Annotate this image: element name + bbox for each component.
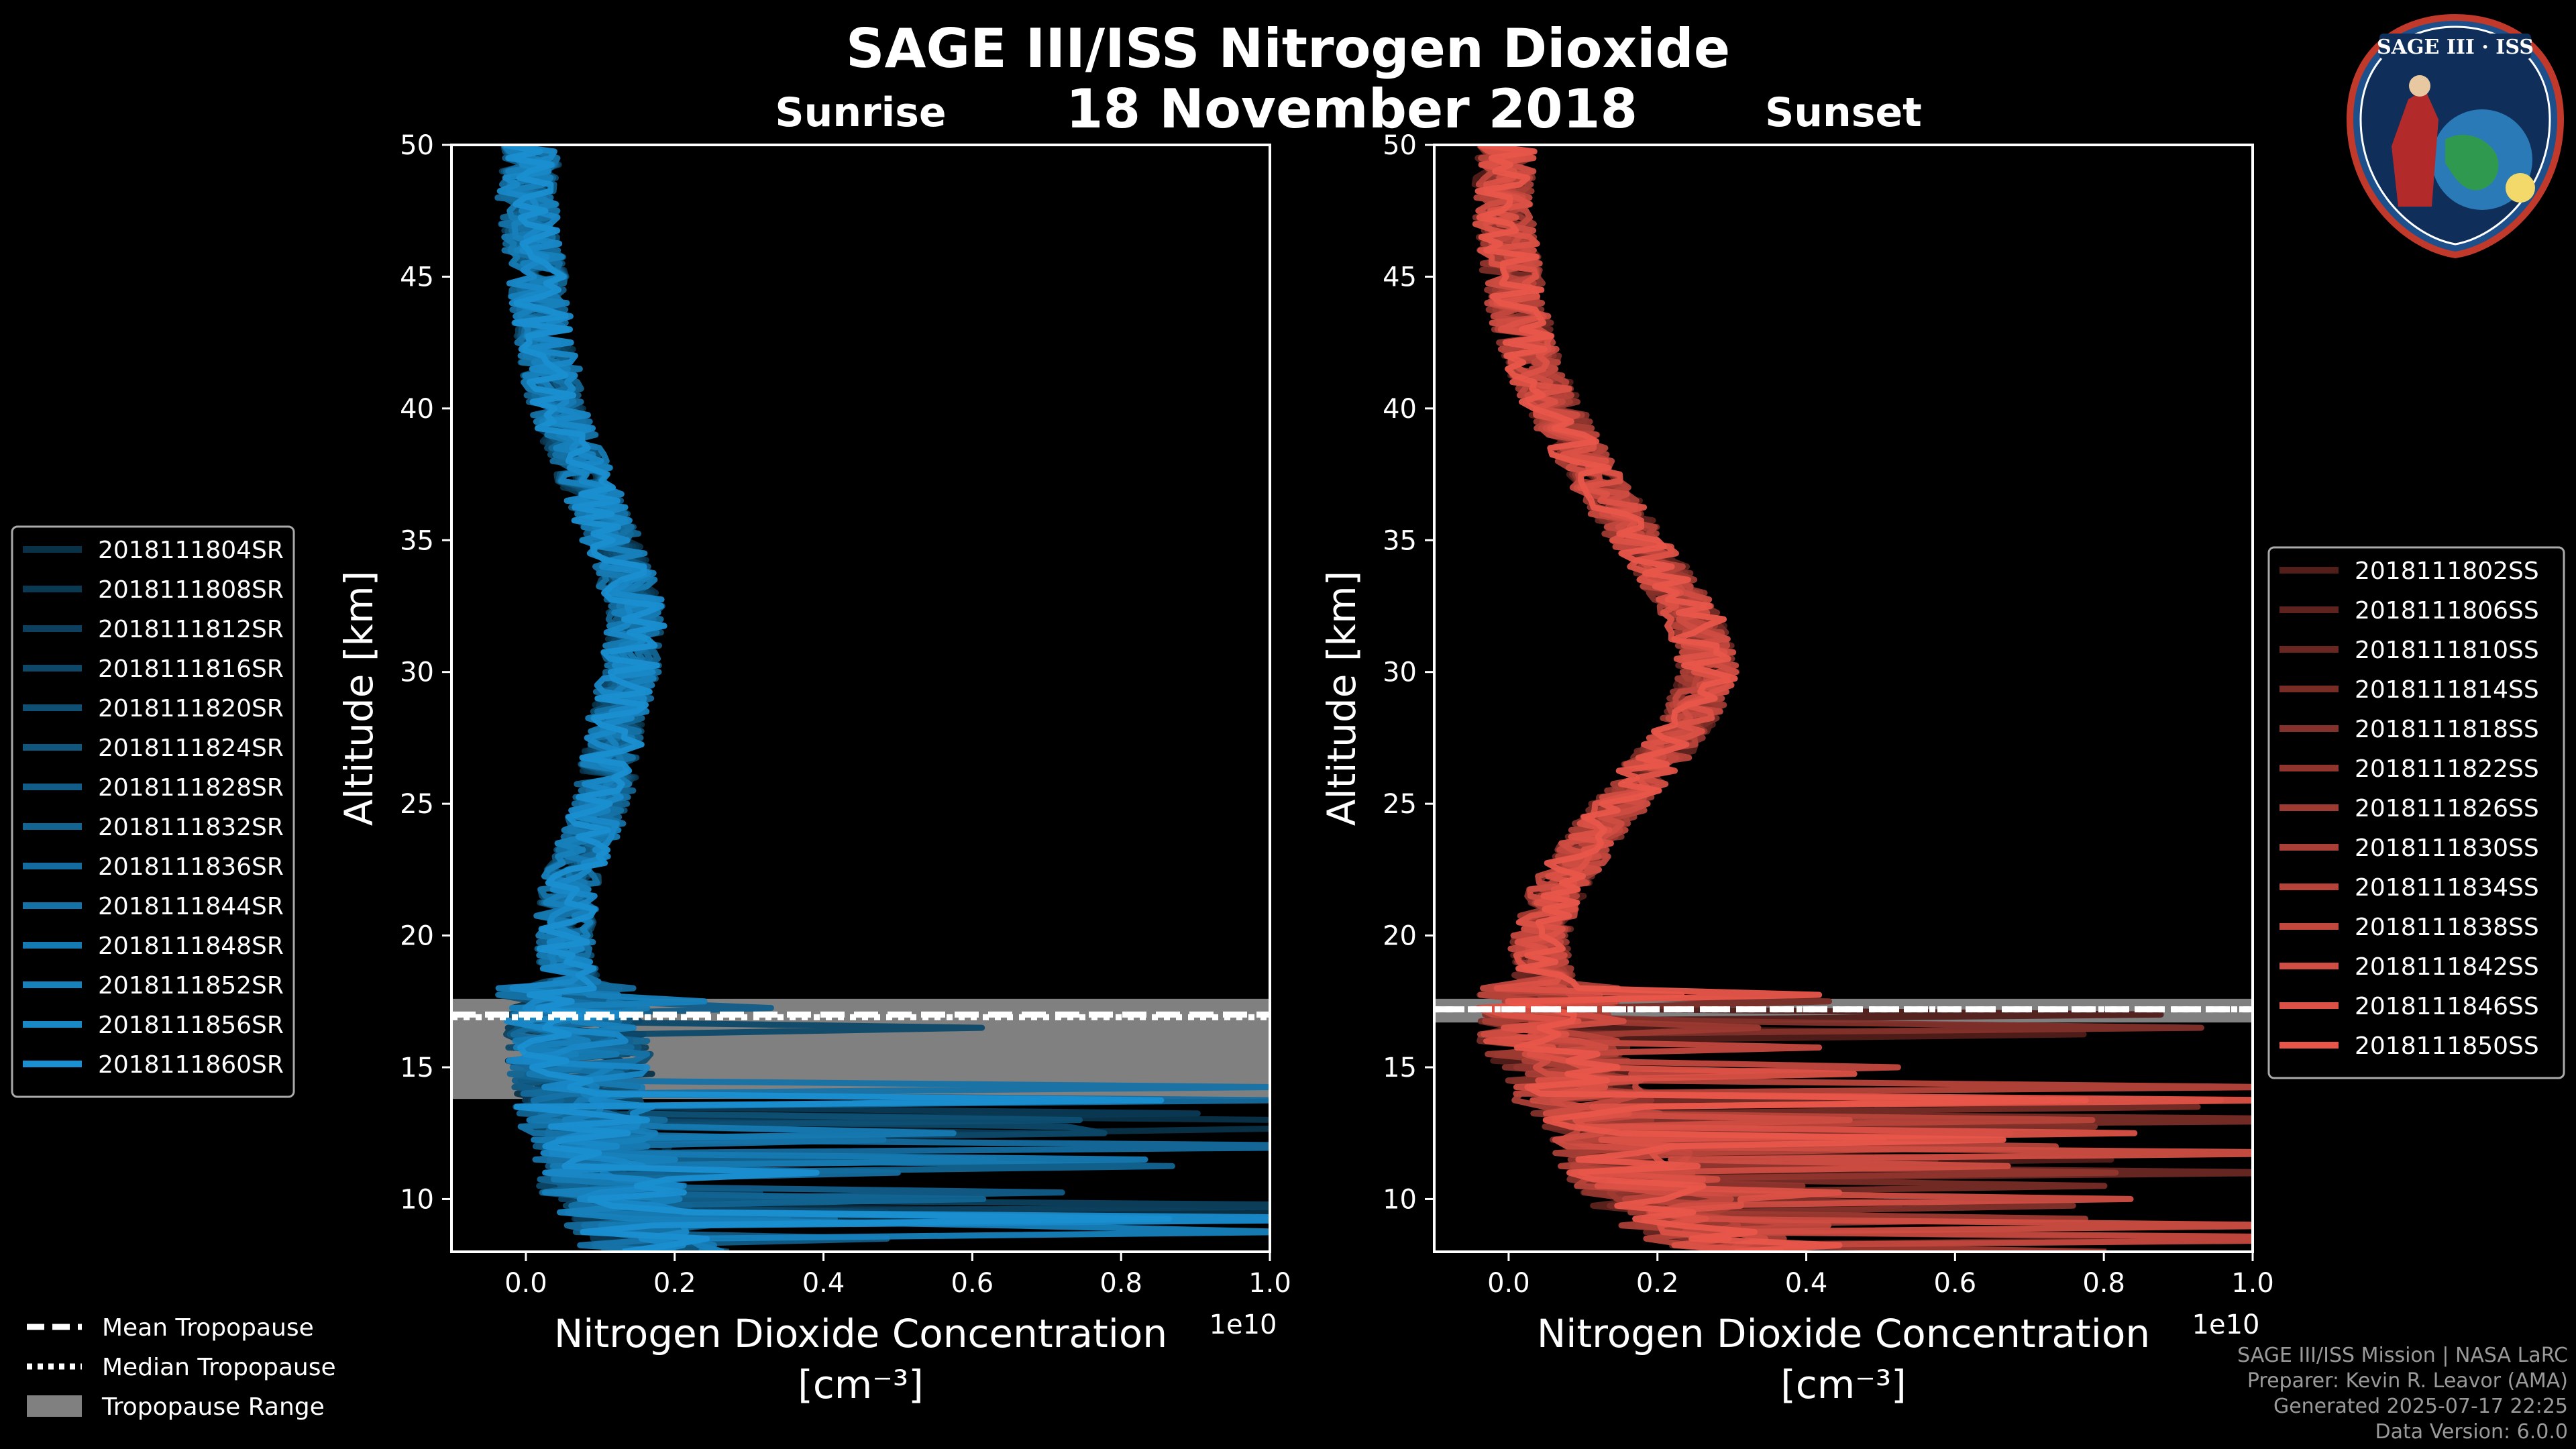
x-tick-label: 0.2 [1636,1268,1679,1299]
credit-line: Preparer: Kevin R. Leavor (AMA) [2247,1369,2568,1393]
profile-line-2018111850SS [1474,145,2089,1252]
y-tick-label: 50 [1383,130,1417,161]
legend-label-2018111844SR: 2018111844SR [98,893,284,920]
legend-label-2018111816SR: 2018111816SR [98,655,284,683]
legend-label-2018111842SS: 2018111842SS [2355,953,2539,981]
x-tick-label: 0.8 [2082,1268,2125,1299]
legend-label-2018111836SR: 2018111836SR [98,853,284,881]
profile-line-2018111860SR [503,145,1172,1252]
credit-line: Generated 2025-07-17 22:25 [2273,1395,2568,1418]
x-scale-label: 1e10 [2192,1309,2260,1340]
credit-line: SAGE III/ISS Mission | NASA LaRC [2237,1344,2568,1367]
sunrise-axes-frame [450,144,1271,1253]
x-tick-label: 1.0 [2231,1268,2274,1299]
y-tick-label: 45 [1383,262,1417,292]
sage-mission-badge: SAGE III · ISS [2346,13,2565,259]
x-tick-label: 0.4 [1785,1268,1828,1299]
legend-label-2018111850SS: 2018111850SS [2355,1032,2539,1060]
x-scale-label: 1e10 [1210,1309,1277,1340]
legend-label-2018111832SR: 2018111832SR [98,814,284,841]
sunset-axes-frame [1433,144,2254,1253]
tropopause-legend-label: Mean Tropopause [102,1314,314,1342]
chart-date: 18 November 2018 [1066,78,1638,140]
y-tick-label: 35 [400,525,434,556]
profile-line-2018111822SS [1475,145,2119,1252]
legend-label-2018111802SS: 2018111802SS [2355,557,2539,585]
y-tick-label: 35 [1383,525,1417,556]
y-tick-label: 30 [400,657,434,688]
legend-label-2018111848SR: 2018111848SR [98,932,284,960]
sunset-series-legend: 2018111802SS 2018111806SS 2018111810SS 2018… [2267,546,2565,1079]
legend-label-2018111822SS: 2018111822SS [2355,755,2539,783]
tropopause-legend-label: Tropopause Range [101,1393,325,1421]
tropopause-legend-label: Median Tropopause [102,1354,336,1381]
x-axis-label: Nitrogen Dioxide Concentration [1537,1311,2150,1356]
x-tick-label: 0.6 [1934,1268,1977,1299]
y-tick-label: 20 [400,921,434,952]
legend-label-2018111810SS: 2018111810SS [2355,637,2539,664]
legend-label-2018111804SR: 2018111804SR [98,537,284,564]
y-tick-label: 15 [400,1053,434,1083]
y-tick-label: 25 [1383,789,1417,820]
legend-label-2018111828SR: 2018111828SR [98,774,284,802]
legend-label-2018111846SS: 2018111846SS [2355,993,2539,1020]
legend-label-2018111808SR: 2018111808SR [98,576,284,604]
legend-frame [11,525,295,1098]
legend-label-2018111838SS: 2018111838SS [2355,914,2539,941]
profile-line-2018111846SS [1472,145,2253,1252]
y-tick-label: 40 [1383,394,1417,425]
legend-label-2018111830SS: 2018111830SS [2355,835,2539,862]
legend-label-2018111820SR: 2018111820SR [98,695,284,722]
y-tick-label: 30 [1383,657,1417,688]
y-tick-label: 10 [400,1184,434,1215]
x-tick-label: 0.8 [1099,1268,1142,1299]
legend-label-2018111814SS: 2018111814SS [2355,676,2539,704]
y-tick-label: 20 [1383,921,1417,952]
legend-label-2018111856SR: 2018111856SR [98,1012,284,1039]
y-tick-label: 45 [400,262,434,292]
y-axis-label: Altitude [km] [336,571,382,826]
y-tick-label: 40 [400,394,434,425]
credit-line: Data Version: 6.0.0 [2375,1420,2568,1444]
x-axis-label: Nitrogen Dioxide Concentration [554,1311,1167,1356]
legend-label-2018111860SR: 2018111860SR [98,1051,284,1079]
profile-line-2018111842SS [1475,145,2253,1252]
legend-label-2018111826SS: 2018111826SS [2355,795,2539,822]
legend-label-2018111818SS: 2018111818SS [2355,716,2539,743]
sunrise-panel: 0.0 0.2 0.4 0.6 0.8 1.0 10 15 20 25 30 35 40 45 50 1e10… [336,130,1291,1407]
legend-label-2018111852SR: 2018111852SR [98,972,284,1000]
legend-label-2018111806SS: 2018111806SS [2355,597,2539,625]
x-tick-label: 0.2 [653,1268,696,1299]
x-tick-label: 0.0 [1487,1268,1530,1299]
badge-text: SAGE III · ISS [2377,36,2534,59]
sunrise-plot-area [451,145,1270,1252]
credits-block: SAGE III/ISS Mission | NASA LaRC Prepare… [2237,1343,2568,1445]
legend-label-2018111834SS: 2018111834SS [2355,874,2539,902]
x-axis-unit: [cm⁻³] [1780,1362,1907,1407]
y-tick-label: 15 [1383,1053,1417,1083]
x-tick-label: 0.4 [802,1268,845,1299]
sunrise-series-legend: 2018111804SR 2018111808SR 2018111812SR 2018… [11,525,295,1098]
y-tick-label: 25 [400,789,434,820]
x-tick-label: 1.0 [1248,1268,1291,1299]
x-axis-unit: [cm⁻³] [798,1362,924,1407]
y-tick-label: 50 [400,130,434,161]
legend-frame [2267,546,2565,1079]
sunset-panel-title: Sunset [1765,89,1922,136]
y-axis-label: Altitude [km] [1319,571,1364,826]
legend-label-2018111824SR: 2018111824SR [98,735,284,762]
x-tick-label: 0.6 [951,1268,994,1299]
y-tick-label: 10 [1383,1184,1417,1215]
tropopause-legend: Mean Tropopause Median Tropopause Tropopau… [27,1314,336,1421]
legend-label-2018111812SR: 2018111812SR [98,616,284,643]
chart-title: SAGE III/ISS Nitrogen Dioxide [846,17,1730,80]
sunset-plot-area [1434,145,2253,1252]
sunrise-panel-title: Sunrise [775,89,946,136]
legend-band-swatch [27,1395,82,1417]
sunset-panel: 0.0 0.2 0.4 0.6 0.8 1.0 10 15 20 25 30 35 40 45 50 1e10… [1319,130,2274,1407]
x-tick-label: 0.0 [504,1268,547,1299]
